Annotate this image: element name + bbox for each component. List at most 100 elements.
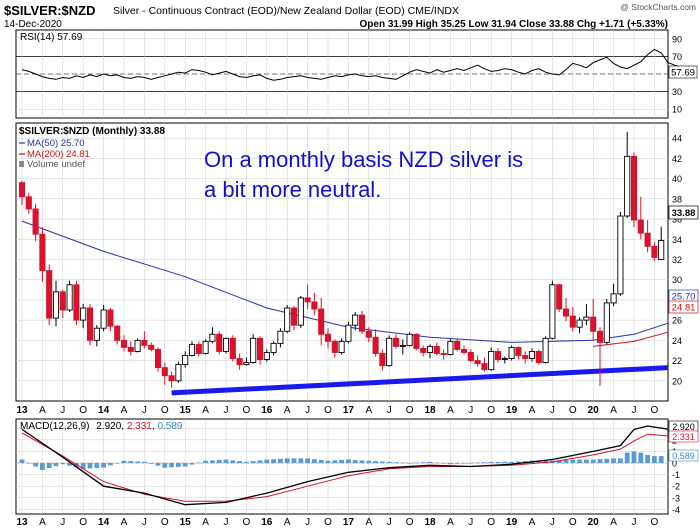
candle xyxy=(515,346,522,360)
candle-body xyxy=(474,360,481,365)
x-axis-label: J xyxy=(142,405,147,416)
candle xyxy=(127,341,134,356)
macd-histogram-bar xyxy=(203,460,208,464)
candle xyxy=(501,356,508,364)
price-tick-label: 32 xyxy=(672,255,682,265)
macd-histogram-bar xyxy=(624,452,630,464)
macd-histogram-bar xyxy=(468,463,474,464)
candle-body xyxy=(277,330,284,344)
candle-body xyxy=(508,346,515,359)
macd-label-sep-2: , xyxy=(152,421,158,432)
candle-body xyxy=(426,345,434,353)
macd-frame xyxy=(15,418,669,515)
candle-body xyxy=(454,340,461,350)
x-axis-label: O xyxy=(79,517,87,528)
macd-histogram-bar xyxy=(33,463,38,467)
macd-histogram-bar xyxy=(216,459,222,464)
x-axis-label: A xyxy=(529,517,536,528)
x-axis-bottom: 13 A J O 14 A J O 15 A J O 16 A J O 17 A J O 18 A J O 19 A J O 20 A J O xyxy=(16,517,658,528)
macd-histogram-bar xyxy=(420,462,426,464)
macd-tick-label: -1 xyxy=(672,470,680,480)
candle-body xyxy=(528,351,536,359)
x-axis-label: 13 xyxy=(16,517,28,528)
macd-histogram-bar xyxy=(264,459,270,464)
candle xyxy=(73,280,80,326)
price-value-tags: 33.88 25.70 24.81 xyxy=(668,205,699,314)
macd-histogram-bar xyxy=(488,461,494,464)
x-axis-label: O xyxy=(79,405,87,416)
chart-symbol: $SILVER:$NZD xyxy=(4,3,96,18)
candle xyxy=(270,341,277,356)
x-axis-middle: 13 A J O 14 A J O 15 A J O 16 A J O 17 A J O 18 A J O 19 A J O 20 A J O xyxy=(16,405,658,416)
candle-body xyxy=(222,337,230,352)
x-axis-label: 18 xyxy=(424,405,436,416)
macd-histogram-bar xyxy=(121,460,127,464)
x-axis-label: O xyxy=(487,517,495,528)
ohlc-readout: Open 31.99 High 35.25 Low 31.94 Close 33… xyxy=(360,19,668,30)
x-axis-label: J xyxy=(550,405,555,416)
candle-body xyxy=(202,340,209,354)
x-axis-label: J xyxy=(142,517,147,528)
ma200-value-tag-text: 24.81 xyxy=(672,303,696,314)
x-axis-label: J xyxy=(60,405,65,416)
macd-histogram-bar xyxy=(155,463,161,466)
x-axis-label: O xyxy=(161,405,169,416)
macd-histogram-bar xyxy=(652,456,657,464)
macd-histogram-bar xyxy=(169,463,174,468)
candle-body xyxy=(515,346,522,356)
x-axis-label: 17 xyxy=(343,517,355,528)
x-axis-label: A xyxy=(121,517,128,528)
candle-body xyxy=(107,309,114,327)
candle xyxy=(331,339,338,358)
x-axis-label: O xyxy=(243,517,251,528)
macd-histogram-bar xyxy=(407,463,412,464)
macd-histogram-bar xyxy=(495,461,501,464)
macd-histogram-bar xyxy=(298,458,304,464)
x-axis-label: 19 xyxy=(506,405,518,416)
x-axis-label: A xyxy=(284,517,291,528)
candle-body xyxy=(297,297,304,326)
macd-histogram-bar xyxy=(148,463,154,464)
price-tick-label: 34 xyxy=(672,235,682,245)
candle xyxy=(556,283,563,313)
candle xyxy=(406,332,413,347)
candle-body xyxy=(86,307,94,341)
candle-body xyxy=(467,352,474,362)
x-axis-label: A xyxy=(365,517,372,528)
macd-histogram-bar xyxy=(53,463,59,467)
candle xyxy=(637,196,644,240)
candle-body xyxy=(311,301,318,310)
macd-tick-label: -2 xyxy=(672,482,680,492)
chart-description: Silver - Continuous Contract (EOD)/New Z… xyxy=(113,5,459,17)
candle xyxy=(488,347,495,371)
x-axis-label: O xyxy=(406,405,414,416)
macd-histogram-bar xyxy=(291,458,297,464)
candle-body xyxy=(18,182,26,198)
candle-body xyxy=(413,333,420,349)
annotation-line-1: On a monthly basis NZD silver is xyxy=(204,147,523,172)
candle-body xyxy=(148,344,155,350)
candle xyxy=(182,351,189,368)
volume-legend-swatch xyxy=(19,161,24,167)
candle xyxy=(32,203,39,242)
price-tick-label: 40 xyxy=(672,174,682,184)
price-tick-label: 22 xyxy=(672,356,682,366)
candle xyxy=(120,335,128,352)
candle-body xyxy=(32,208,39,235)
x-axis-label: 13 xyxy=(16,405,28,416)
macd-histogram-bar xyxy=(618,458,623,464)
x-axis-label: 14 xyxy=(98,517,110,528)
candle-body xyxy=(658,240,665,261)
candle-body xyxy=(637,219,644,234)
candle xyxy=(52,280,60,327)
macd-value-tag-text: 2.920 xyxy=(672,422,695,432)
rsi-tick-label: 70 xyxy=(672,52,682,62)
x-axis-label: O xyxy=(569,517,577,528)
candle-body xyxy=(386,337,393,367)
x-axis-label: A xyxy=(365,405,372,416)
candle xyxy=(576,317,583,334)
macd-tick-label: -3 xyxy=(672,493,680,503)
macd-signal-line xyxy=(21,432,669,502)
candle xyxy=(508,345,515,361)
